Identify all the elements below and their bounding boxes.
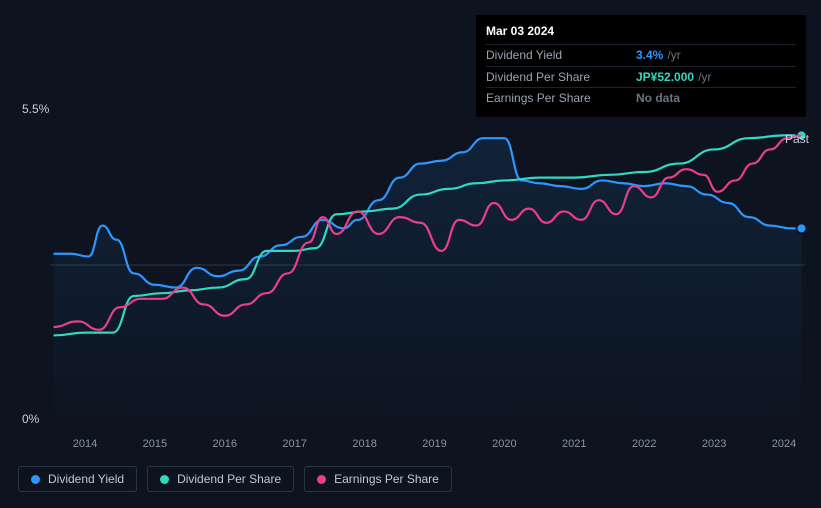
tooltip-value: JP¥52.000 — [636, 69, 694, 86]
x-tick: 2016 — [213, 438, 237, 450]
tooltip-label: Earnings Per Share — [486, 90, 636, 107]
chart-tooltip: Mar 03 2024 Dividend Yield3.4%/yrDividen… — [476, 15, 806, 117]
legend-dividend_yield[interactable]: Dividend Yield — [18, 466, 137, 492]
x-tick: 2019 — [422, 438, 446, 450]
tooltip-value: 3.4% — [636, 47, 663, 64]
dividend-chart: 5.5% 0% Past 2014 2015 2016 2017 2018 2019 202… — [0, 0, 821, 508]
x-tick: 2018 — [352, 438, 376, 450]
x-tick: 2015 — [143, 438, 167, 450]
x-tick: 2020 — [492, 438, 516, 450]
end-dot-dividend_yield — [797, 223, 807, 233]
x-tick: 2024 — [772, 438, 796, 450]
legend-dividend_per_share[interactable]: Dividend Per Share — [147, 466, 294, 492]
tooltip-value: No data — [636, 90, 680, 107]
legend-earnings_per_share[interactable]: Earnings Per Share — [304, 466, 452, 492]
x-tick: 2022 — [632, 438, 656, 450]
x-tick: 2017 — [282, 438, 306, 450]
tooltip-label: Dividend Yield — [486, 47, 636, 64]
tooltip-rows: Dividend Yield3.4%/yrDividend Per ShareJ… — [486, 44, 796, 109]
x-tick: 2014 — [73, 438, 97, 450]
y-tick-max: 5.5% — [22, 102, 49, 116]
tooltip-row: Dividend Per ShareJP¥52.000/yr — [486, 66, 796, 88]
tooltip-unit: /yr — [698, 69, 711, 86]
x-tick: 2021 — [562, 438, 586, 450]
legend-label: Dividend Per Share — [177, 472, 281, 486]
x-tick: 2023 — [702, 438, 726, 450]
tooltip-unit: /yr — [667, 47, 680, 64]
tooltip-row: Earnings Per ShareNo data — [486, 87, 796, 109]
y-tick-min: 0% — [22, 412, 39, 426]
area-dividend_yield — [53, 138, 801, 420]
legend-dot-icon — [31, 475, 40, 484]
legend-dot-icon — [160, 475, 169, 484]
legend-dot-icon — [317, 475, 326, 484]
legend-label: Earnings Per Share — [334, 472, 439, 486]
legend: Dividend Yield Dividend Per Share Earnings… — [18, 466, 452, 492]
tooltip-date: Mar 03 2024 — [486, 23, 796, 44]
past-label: Past — [785, 132, 809, 146]
tooltip-label: Dividend Per Share — [486, 69, 636, 86]
legend-label: Dividend Yield — [48, 472, 124, 486]
tooltip-row: Dividend Yield3.4% /yr — [486, 44, 796, 66]
